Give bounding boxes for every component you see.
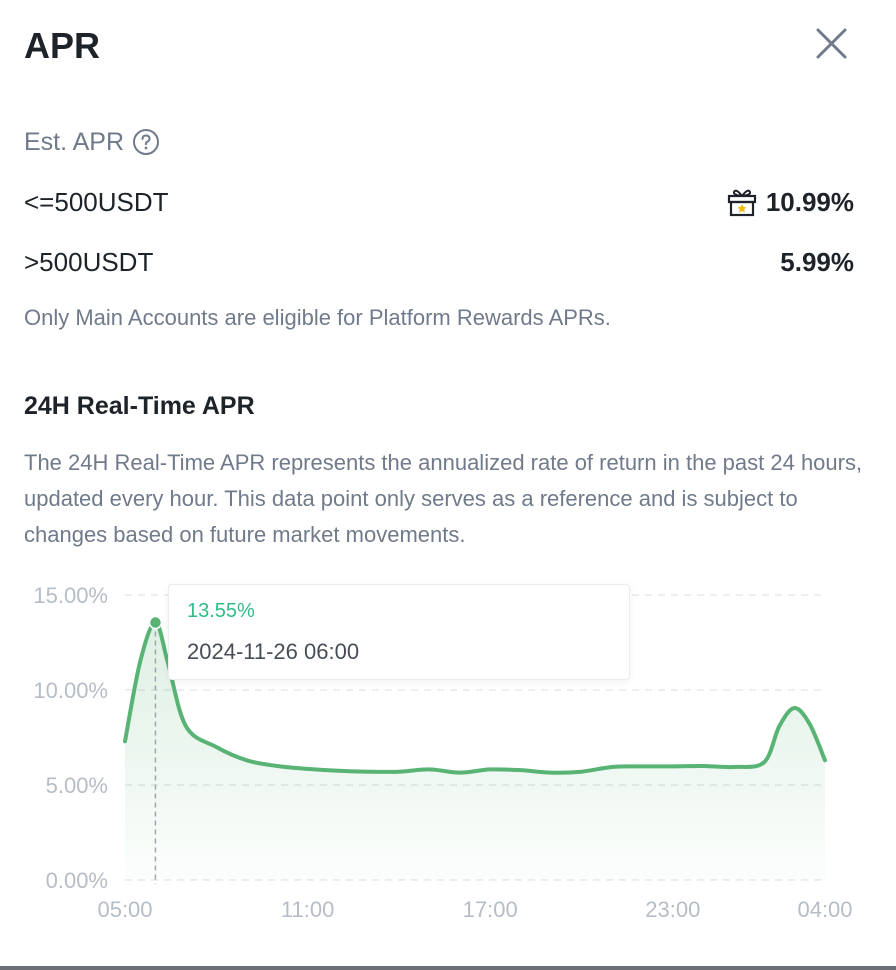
highlight-point	[148, 615, 163, 630]
apr-chart[interactable]: 15.00% 10.00% 5.00% 0.00% 05:00 11:00 17:00 23:…	[0, 570, 896, 940]
eligibility-note: Only Main Accounts are eligible for Plat…	[24, 305, 611, 330]
x-tick-label: 23:00	[645, 897, 700, 922]
y-tick-label: 10.00%	[33, 678, 108, 703]
tier-value: 10.99%	[726, 184, 854, 220]
tooltip-value: 13.55%	[187, 600, 255, 622]
est-apr-label: Est. APR	[24, 128, 125, 156]
series-area	[125, 622, 825, 880]
y-tick-label: 15.00%	[33, 583, 108, 608]
x-tick-label: 17:00	[463, 897, 518, 922]
x-tick-label: 11:00	[281, 897, 334, 922]
tier-label: >500USDT	[24, 247, 154, 277]
tier-row-low: <=500USDT 10.99%	[24, 184, 854, 220]
tier-label: <=500USDT	[24, 187, 169, 217]
y-tick-label: 5.00%	[46, 773, 108, 798]
page-title: APR	[24, 25, 101, 66]
x-tick-label: 05:00	[97, 897, 152, 922]
realtime-apr-description: The 24H Real-Time APR represents the ann…	[24, 450, 863, 547]
question-circle-icon[interactable]	[132, 128, 160, 156]
chart-tooltip: 13.55% 2024-11-26 06:00	[168, 584, 630, 680]
tier-value-text: 10.99%	[765, 187, 854, 217]
tooltip-time: 2024-11-26 06:00	[187, 639, 360, 664]
close-icon[interactable]	[808, 22, 854, 68]
tier-value-text: 5.99%	[780, 247, 854, 277]
bottom-border	[0, 966, 896, 970]
x-tick-label: 04:00	[797, 897, 852, 922]
tier-value: 5.99%	[780, 244, 854, 280]
est-apr-header: Est. APR	[24, 124, 160, 160]
tier-row-high: >500USDT 5.99%	[24, 244, 854, 280]
realtime-apr-title: 24H Real-Time APR	[24, 392, 255, 420]
y-tick-label: 0.00%	[46, 868, 108, 893]
gift-icon	[727, 189, 756, 217]
series-line	[123, 620, 827, 775]
